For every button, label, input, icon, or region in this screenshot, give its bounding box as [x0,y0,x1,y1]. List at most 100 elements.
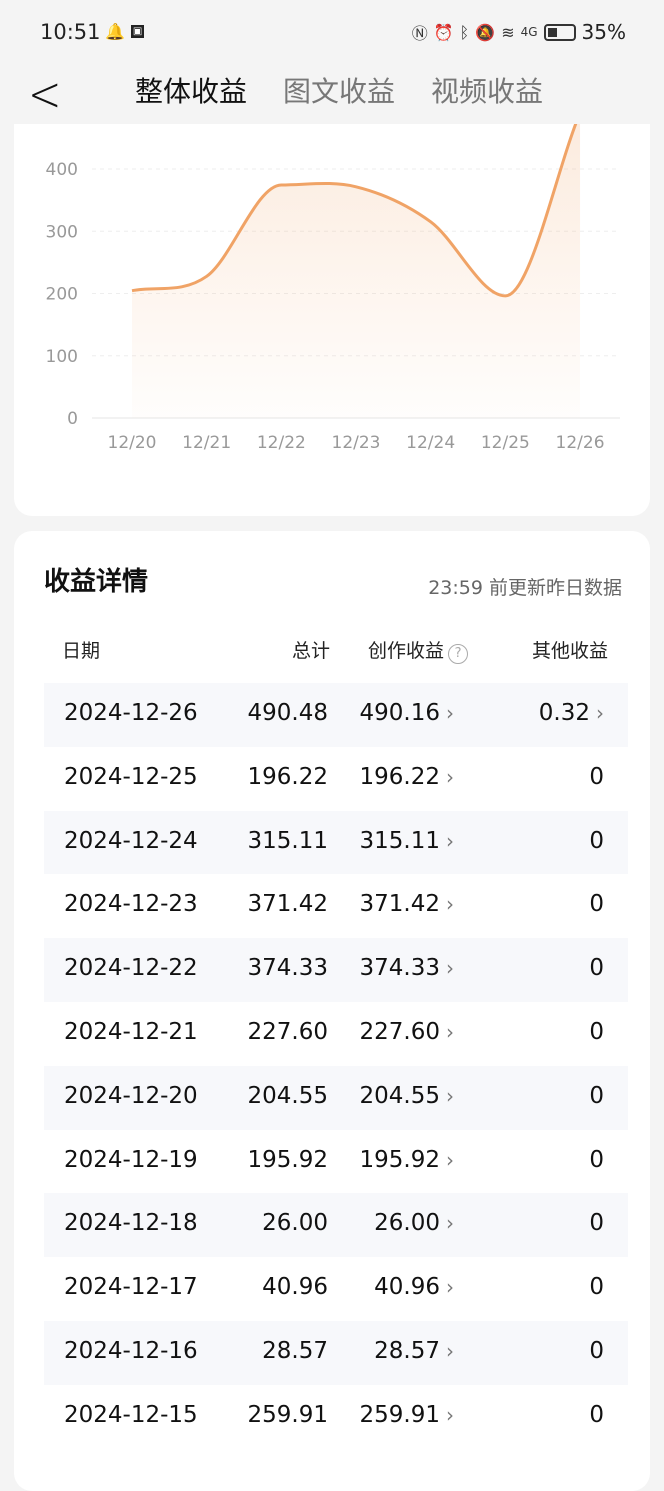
row-other-value: 0.32 [538,700,590,726]
row-other: 0 [589,1083,604,1109]
row-total: 26.00 [262,1210,328,1237]
chevron-right-icon: › [446,1147,454,1172]
battery-level: 35% [581,20,626,44]
status-time: 10:51 [40,20,101,44]
row-other: 0 [589,1274,604,1300]
row-other: 0 [589,1019,604,1045]
wifi-icon: ≋ [501,22,515,42]
row-creation[interactable]: 315.11 › [360,828,454,854]
y-tick-label: 200 [46,285,78,305]
row-other-value: 0 [589,827,604,854]
row-creation-value: 26.00 [374,1210,440,1237]
row-date: 2024-12-25 [64,763,198,790]
tab-overall-earnings[interactable]: 整体收益 [135,75,248,108]
row-date: 2024-12-15 [64,1401,198,1428]
row-creation[interactable]: 40.96 › [374,1274,454,1300]
row-creation-value: 490.16 [359,700,440,726]
tab-article-earnings[interactable]: 图文收益 [283,75,396,108]
row-other-value: 0 [589,1401,604,1428]
table-row[interactable]: 2024-12-16 28.57 28.57 › 0 [44,1320,628,1385]
earnings-chart-card: 0 100 200 300 400 12/20 12/21 12/22 12/23 12/24 12… [14,124,650,516]
table-row[interactable]: 2024-12-18 26.00 26.00 › 0 [44,1193,628,1258]
status-bar: 10:51 🔔 ▣ Ⓝ ⏰ ᛒ 🔕 ≋ 4G 35% [0,0,664,62]
y-tick-label: 300 [46,222,78,242]
row-other: 0 [589,955,604,981]
row-other: 0 [589,764,604,790]
chevron-right-icon: › [596,701,604,725]
earnings-chart: 0 100 200 300 400 12/20 12/21 12/22 12/23 12/24 12… [46,124,620,453]
table-row[interactable]: 2024-12-17 40.96 40.96 › 0 [44,1257,628,1321]
x-tick-label: 12/22 [257,433,306,453]
y-tick-label: 100 [46,347,78,367]
row-total: 196.22 [247,763,328,790]
battery-icon [543,23,576,41]
row-date: 2024-12-16 [64,1337,198,1364]
app-notification-icon: ▣ [130,25,145,38]
row-creation-value: 195.92 [359,1146,440,1173]
header-creation: 创作收益? [368,636,469,664]
row-other-value: 0 [589,1082,604,1109]
row-creation[interactable]: 227.60 › [360,1019,454,1045]
row-creation[interactable]: 259.91 › [360,1402,454,1428]
earnings-details-card: 收益详情 23:59 前更新昨日数据 日期 总计 创作收益? 其他收益 2024… [14,531,650,1491]
details-title: 收益详情 [44,567,149,597]
row-date: 2024-12-22 [64,955,198,982]
help-icon[interactable]: ? [448,644,469,664]
row-creation[interactable]: 204.55 › [360,1083,454,1109]
table-row[interactable]: 2024-12-23 371.42 371.42 › 0 [44,874,628,938]
signal-icon: 4G [520,25,538,39]
table-header: 日期 总计 创作收益? 其他收益 [44,636,628,666]
chevron-right-icon: › [446,1019,454,1044]
chevron-right-icon: › [446,1275,454,1300]
x-tick-label: 12/26 [556,433,605,453]
area-fill [132,124,581,418]
row-creation[interactable]: 196.22 › [360,764,454,790]
row-creation[interactable]: 371.42 › [360,891,454,917]
alarm-icon: ⏰ [433,22,454,42]
row-other: 0 [589,891,604,917]
row-creation[interactable]: 28.57 › [374,1338,454,1364]
row-date: 2024-12-21 [64,1018,198,1045]
row-creation[interactable]: 374.33 › [360,955,454,981]
y-tick-label: 0 [67,409,78,429]
header-date: 日期 [62,640,101,662]
row-creation-value: 196.22 [359,763,440,790]
x-tick-label: 12/20 [108,433,157,453]
row-other-value: 0 [589,891,604,918]
x-tick-label: 12/25 [481,433,530,453]
chevron-right-icon: › [446,1083,454,1108]
row-creation[interactable]: 490.16 › [360,700,454,726]
row-other-value: 0 [589,955,604,982]
back-button[interactable]: < [28,67,62,123]
table-row[interactable]: 2024-12-25 196.22 196.22 › 0 [44,747,628,811]
table-row[interactable]: 2024-12-26 490.48 490.16 › 0.32 › [44,683,628,747]
table-row[interactable]: 2024-12-24 315.11 315.11 › 0 [44,810,628,875]
row-other-value: 0 [589,763,604,790]
row-date: 2024-12-17 [64,1274,198,1301]
row-creation-value: 40.96 [374,1274,440,1301]
row-other-value: 0 [589,1337,604,1364]
row-total: 28.57 [262,1337,328,1364]
row-other: 0 [589,1338,604,1364]
row-creation-value: 371.42 [359,891,440,918]
row-total: 195.92 [247,1146,328,1173]
table-row[interactable]: 2024-12-15 259.91 259.91 › 0 [44,1385,628,1449]
table-row[interactable]: 2024-12-19 195.92 195.92 › 0 [44,1130,628,1194]
row-other-value: 0 [589,1274,604,1301]
y-tick-label: 400 [46,160,78,180]
row-creation[interactable]: 26.00 › [374,1210,454,1236]
qq-icon: 🔔 [105,22,125,41]
tab-video-earnings[interactable]: 视频收益 [431,75,544,108]
row-total: 371.42 [247,891,328,918]
row-other-value: 0 [589,1210,604,1237]
table-row[interactable]: 2024-12-22 374.33 374.33 › 0 [44,938,628,1002]
row-other: 0 [589,1210,604,1236]
x-tick-label: 12/23 [332,433,381,453]
table-row[interactable]: 2024-12-20 204.55 204.55 › 0 [44,1065,628,1130]
row-date: 2024-12-19 [64,1146,198,1173]
row-other: 0 [589,1402,604,1428]
table-row[interactable]: 2024-12-21 227.60 227.60 › 0 [44,1002,628,1066]
row-creation[interactable]: 195.92 › [360,1147,454,1173]
row-other[interactable]: 0.32 › [539,700,604,726]
chevron-right-icon: › [446,1338,454,1363]
